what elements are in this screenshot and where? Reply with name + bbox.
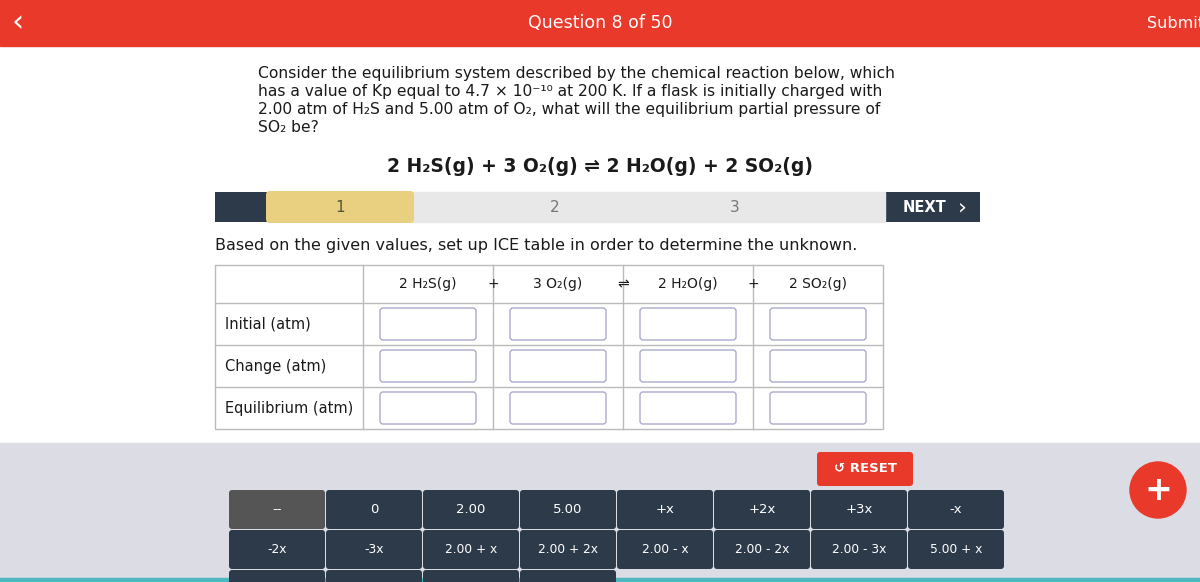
Text: 2.00 - 3x: 2.00 - 3x <box>832 543 886 556</box>
FancyBboxPatch shape <box>908 490 1004 529</box>
Text: 2.00 - x: 2.00 - x <box>642 543 689 556</box>
Text: 3 O₂(g): 3 O₂(g) <box>533 277 583 291</box>
FancyBboxPatch shape <box>424 530 520 569</box>
FancyBboxPatch shape <box>640 392 736 424</box>
Text: +: + <box>487 277 499 291</box>
FancyBboxPatch shape <box>424 490 520 529</box>
Text: Submit: Submit <box>1146 16 1200 30</box>
FancyBboxPatch shape <box>640 308 736 340</box>
Text: 5.00: 5.00 <box>553 503 583 516</box>
Text: 5.00 + x: 5.00 + x <box>930 543 982 556</box>
FancyBboxPatch shape <box>510 350 606 382</box>
Text: 2.00: 2.00 <box>456 503 486 516</box>
FancyBboxPatch shape <box>380 392 476 424</box>
Text: --: -- <box>272 503 282 516</box>
Text: ‹: ‹ <box>12 9 24 37</box>
FancyBboxPatch shape <box>380 308 476 340</box>
Text: Consider the equilibrium system described by the chemical reaction below, which: Consider the equilibrium system describe… <box>258 66 895 81</box>
Text: Equilibrium (atm): Equilibrium (atm) <box>226 400 353 416</box>
Text: 2: 2 <box>550 200 560 215</box>
Text: -x: -x <box>949 503 962 516</box>
FancyBboxPatch shape <box>326 530 422 569</box>
FancyBboxPatch shape <box>640 350 736 382</box>
Text: Question 8 of 50: Question 8 of 50 <box>528 14 672 32</box>
FancyBboxPatch shape <box>811 490 907 529</box>
Text: 1: 1 <box>335 200 344 215</box>
Text: ⇌: ⇌ <box>617 277 629 291</box>
Text: +x: +x <box>655 503 674 516</box>
Text: +3x: +3x <box>845 503 872 516</box>
FancyBboxPatch shape <box>817 452 913 486</box>
Bar <box>0 578 1200 582</box>
FancyBboxPatch shape <box>714 530 810 569</box>
Text: SO₂ be?: SO₂ be? <box>258 120 319 135</box>
FancyBboxPatch shape <box>326 490 422 529</box>
FancyBboxPatch shape <box>510 308 606 340</box>
FancyBboxPatch shape <box>520 570 616 582</box>
Text: 2 H₂S(g) + 3 O₂(g) ⇌ 2 H₂O(g) + 2 SO₂(g): 2 H₂S(g) + 3 O₂(g) ⇌ 2 H₂O(g) + 2 SO₂(g) <box>386 157 814 176</box>
FancyBboxPatch shape <box>520 530 616 569</box>
Text: Change (atm): Change (atm) <box>226 359 326 374</box>
FancyBboxPatch shape <box>424 570 520 582</box>
Text: 2.00 atm of H₂S and 5.00 atm of O₂, what will the equilibrium partial pressure o: 2.00 atm of H₂S and 5.00 atm of O₂, what… <box>258 102 881 117</box>
FancyBboxPatch shape <box>326 570 422 582</box>
FancyBboxPatch shape <box>714 490 810 529</box>
Bar <box>215 265 883 429</box>
Text: 2 H₂S(g): 2 H₂S(g) <box>400 277 457 291</box>
Circle shape <box>1130 462 1186 518</box>
Text: ↺ RESET: ↺ RESET <box>834 463 896 475</box>
Text: +2x: +2x <box>749 503 775 516</box>
Text: Based on the given values, set up ICE table in order to determine the unknown.: Based on the given values, set up ICE ta… <box>215 238 857 253</box>
FancyBboxPatch shape <box>510 392 606 424</box>
FancyBboxPatch shape <box>770 392 866 424</box>
FancyBboxPatch shape <box>229 570 325 582</box>
FancyBboxPatch shape <box>617 530 713 569</box>
Text: -3x: -3x <box>365 543 384 556</box>
Text: NEXT: NEXT <box>904 200 947 215</box>
FancyBboxPatch shape <box>229 530 325 569</box>
Text: 2.00 - 2x: 2.00 - 2x <box>734 543 790 556</box>
FancyBboxPatch shape <box>770 350 866 382</box>
FancyBboxPatch shape <box>215 192 980 222</box>
FancyBboxPatch shape <box>229 490 325 529</box>
Text: ›: › <box>958 197 966 217</box>
Text: +: + <box>748 277 758 291</box>
Text: +: + <box>1144 474 1172 506</box>
Bar <box>0 443 1200 582</box>
Text: 2.00 + 2x: 2.00 + 2x <box>538 543 598 556</box>
Text: 2 SO₂(g): 2 SO₂(g) <box>790 277 847 291</box>
Text: -2x: -2x <box>268 543 287 556</box>
Bar <box>410 192 886 222</box>
FancyBboxPatch shape <box>520 490 616 529</box>
Text: 0: 0 <box>370 503 378 516</box>
FancyBboxPatch shape <box>380 350 476 382</box>
FancyBboxPatch shape <box>617 490 713 529</box>
FancyBboxPatch shape <box>908 530 1004 569</box>
FancyBboxPatch shape <box>266 191 414 223</box>
Text: 2 H₂O(g): 2 H₂O(g) <box>658 277 718 291</box>
Text: has a value of Kp equal to 4.7 × 10⁻¹⁰ at 200 K. If a flask is initially charged: has a value of Kp equal to 4.7 × 10⁻¹⁰ a… <box>258 84 882 99</box>
FancyBboxPatch shape <box>770 308 866 340</box>
Bar <box>0 0 1200 46</box>
FancyBboxPatch shape <box>811 530 907 569</box>
Text: 2.00 + x: 2.00 + x <box>445 543 497 556</box>
Text: 3: 3 <box>730 200 740 215</box>
Text: Initial (atm): Initial (atm) <box>226 317 311 332</box>
